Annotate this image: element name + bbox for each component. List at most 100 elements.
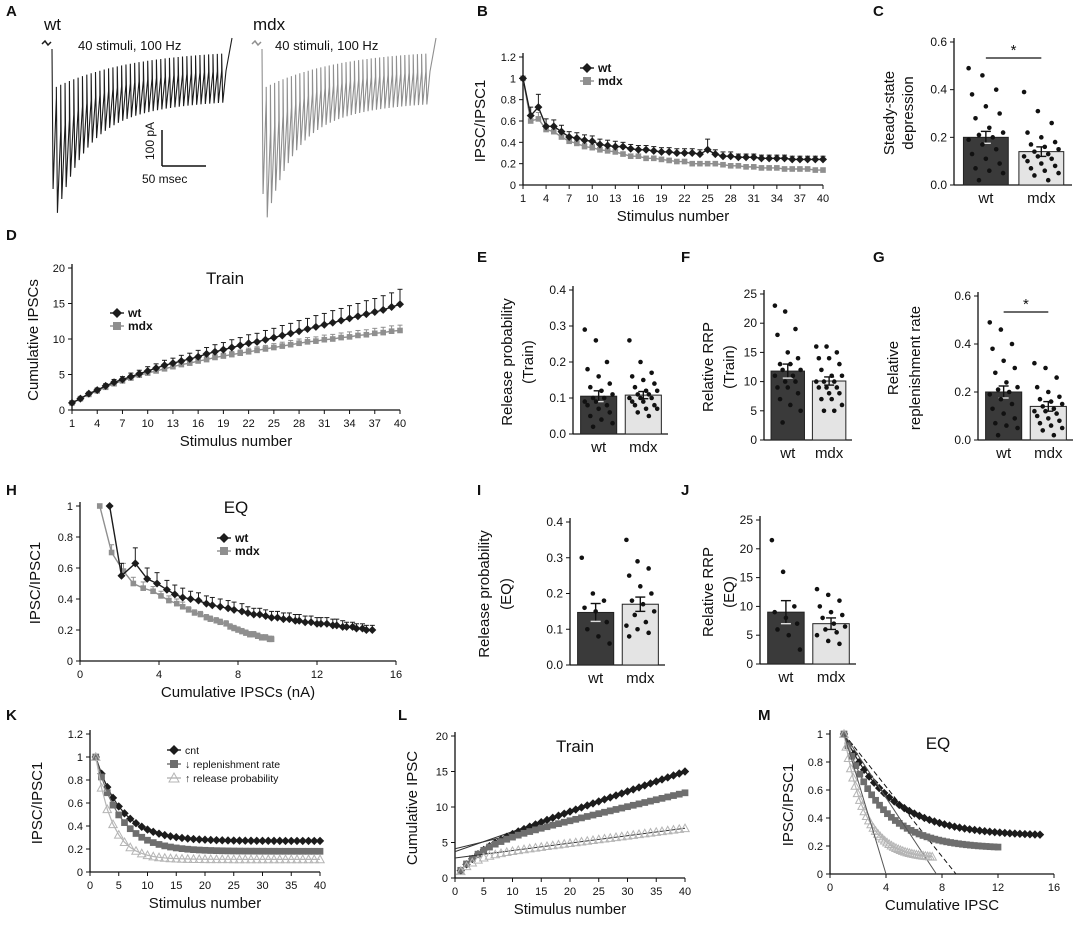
sim-point xyxy=(651,826,662,836)
sim-point xyxy=(176,853,188,863)
category-label: mdx xyxy=(1034,445,1063,462)
sim-point xyxy=(199,854,211,864)
sim-point xyxy=(303,854,314,864)
y-axis-title: (EQ) xyxy=(721,576,738,608)
sim-point xyxy=(167,843,174,851)
trace-label-wt: wt xyxy=(43,15,61,34)
data-point-mdx xyxy=(296,340,302,347)
data-point-wt xyxy=(742,153,751,162)
data-point-wt xyxy=(980,142,985,147)
data-point-wt xyxy=(990,406,995,412)
data-point-mdx xyxy=(635,559,640,564)
sim-point xyxy=(857,800,868,810)
data-point-mdx xyxy=(268,636,275,643)
data-point-wt xyxy=(328,318,337,327)
data-point-wt xyxy=(279,615,288,624)
x-tick-label: 15 xyxy=(170,880,182,892)
data-point-mdx xyxy=(397,327,403,334)
data-point-wt xyxy=(84,389,93,398)
data-point-mdx xyxy=(1028,166,1034,171)
sim-point xyxy=(610,831,622,842)
data-point-mdx xyxy=(629,598,635,603)
data-point-mdx xyxy=(823,627,828,632)
data-point-wt xyxy=(993,370,998,376)
data-point-wt xyxy=(311,322,320,331)
data-point-mdx xyxy=(837,641,842,647)
data-point-mdx xyxy=(638,584,643,589)
data-point-wt xyxy=(345,314,354,323)
y-tick-label: 0.6 xyxy=(954,289,971,303)
data-point-mdx xyxy=(813,379,819,384)
x-tick-label: 13 xyxy=(609,193,621,205)
y-tick-label: 0.4 xyxy=(501,137,516,149)
sim-point xyxy=(543,823,551,831)
data-point-mdx xyxy=(195,358,201,364)
sim-point xyxy=(286,854,297,864)
data-point-wt xyxy=(131,559,140,568)
data-point-mdx xyxy=(641,377,646,383)
x-tick-label: 4 xyxy=(156,669,162,681)
sim-point xyxy=(915,811,924,821)
sim-point xyxy=(188,853,199,863)
sim-point xyxy=(109,801,117,809)
y-tick-label: 5 xyxy=(442,838,448,850)
x-tick-label: 40 xyxy=(817,193,829,205)
sim-point xyxy=(245,854,257,864)
category-label: wt xyxy=(977,190,994,207)
data-point-wt xyxy=(993,146,999,152)
x-tick-label: 19 xyxy=(217,418,229,430)
data-point-wt xyxy=(255,610,264,619)
sim-point xyxy=(963,841,970,849)
sim-point xyxy=(570,837,581,847)
data-point-mdx xyxy=(1043,408,1048,414)
data-point-wt xyxy=(194,352,203,361)
data-point-wt xyxy=(267,613,276,622)
data-point-mdx xyxy=(1025,158,1030,164)
data-point-mdx xyxy=(220,353,227,359)
data-point-wt xyxy=(811,155,820,164)
sim-point xyxy=(155,841,163,848)
sim-point xyxy=(1020,829,1030,839)
y-axis-title: Release probability xyxy=(476,530,493,658)
y-axis-title: IPSC/IPSC1 xyxy=(29,762,46,845)
sim-point xyxy=(553,839,564,849)
data-point-wt xyxy=(593,609,598,614)
sim-point xyxy=(985,827,994,836)
data-point-wt xyxy=(993,87,999,92)
sim-point xyxy=(148,851,159,861)
trace-label-mdx: mdx xyxy=(253,15,286,34)
data-point-wt xyxy=(236,341,245,350)
data-point-mdx xyxy=(1021,89,1027,95)
data-point-mdx xyxy=(650,155,657,162)
data-point-wt xyxy=(118,375,127,384)
sim-point xyxy=(224,847,232,855)
data-point-wt xyxy=(772,303,778,308)
data-point-wt xyxy=(76,394,85,403)
y-tick-label: 0.8 xyxy=(501,95,516,107)
data-point-mdx xyxy=(185,607,192,613)
data-point-wt xyxy=(711,150,720,159)
sim-point xyxy=(899,822,907,830)
sim-point xyxy=(670,792,677,799)
sim-point xyxy=(986,843,994,851)
chart-g: 0.0 0.2 0.4 0.6 wt mdx * Relative replenishment … xyxy=(885,289,1073,462)
data-point-wt xyxy=(1004,380,1009,385)
data-point-mdx xyxy=(641,399,646,404)
sim-point xyxy=(149,827,158,837)
x-tick-label: 22 xyxy=(242,418,254,430)
legend-label: wt xyxy=(234,531,248,545)
sim-point xyxy=(639,828,650,838)
sim-point xyxy=(680,767,690,776)
sim-point xyxy=(240,854,251,864)
data-point-mdx xyxy=(150,588,156,595)
data-point-wt xyxy=(795,390,801,396)
sim-point xyxy=(229,836,238,845)
sim-point xyxy=(897,845,908,855)
sim-point xyxy=(888,841,899,851)
data-point-wt xyxy=(772,373,778,379)
data-point-mdx xyxy=(1046,389,1051,395)
data-point-wt xyxy=(117,571,126,580)
x-tick-label: 37 xyxy=(369,418,381,430)
sim-point xyxy=(153,852,165,862)
data-point-mdx xyxy=(1059,401,1065,407)
